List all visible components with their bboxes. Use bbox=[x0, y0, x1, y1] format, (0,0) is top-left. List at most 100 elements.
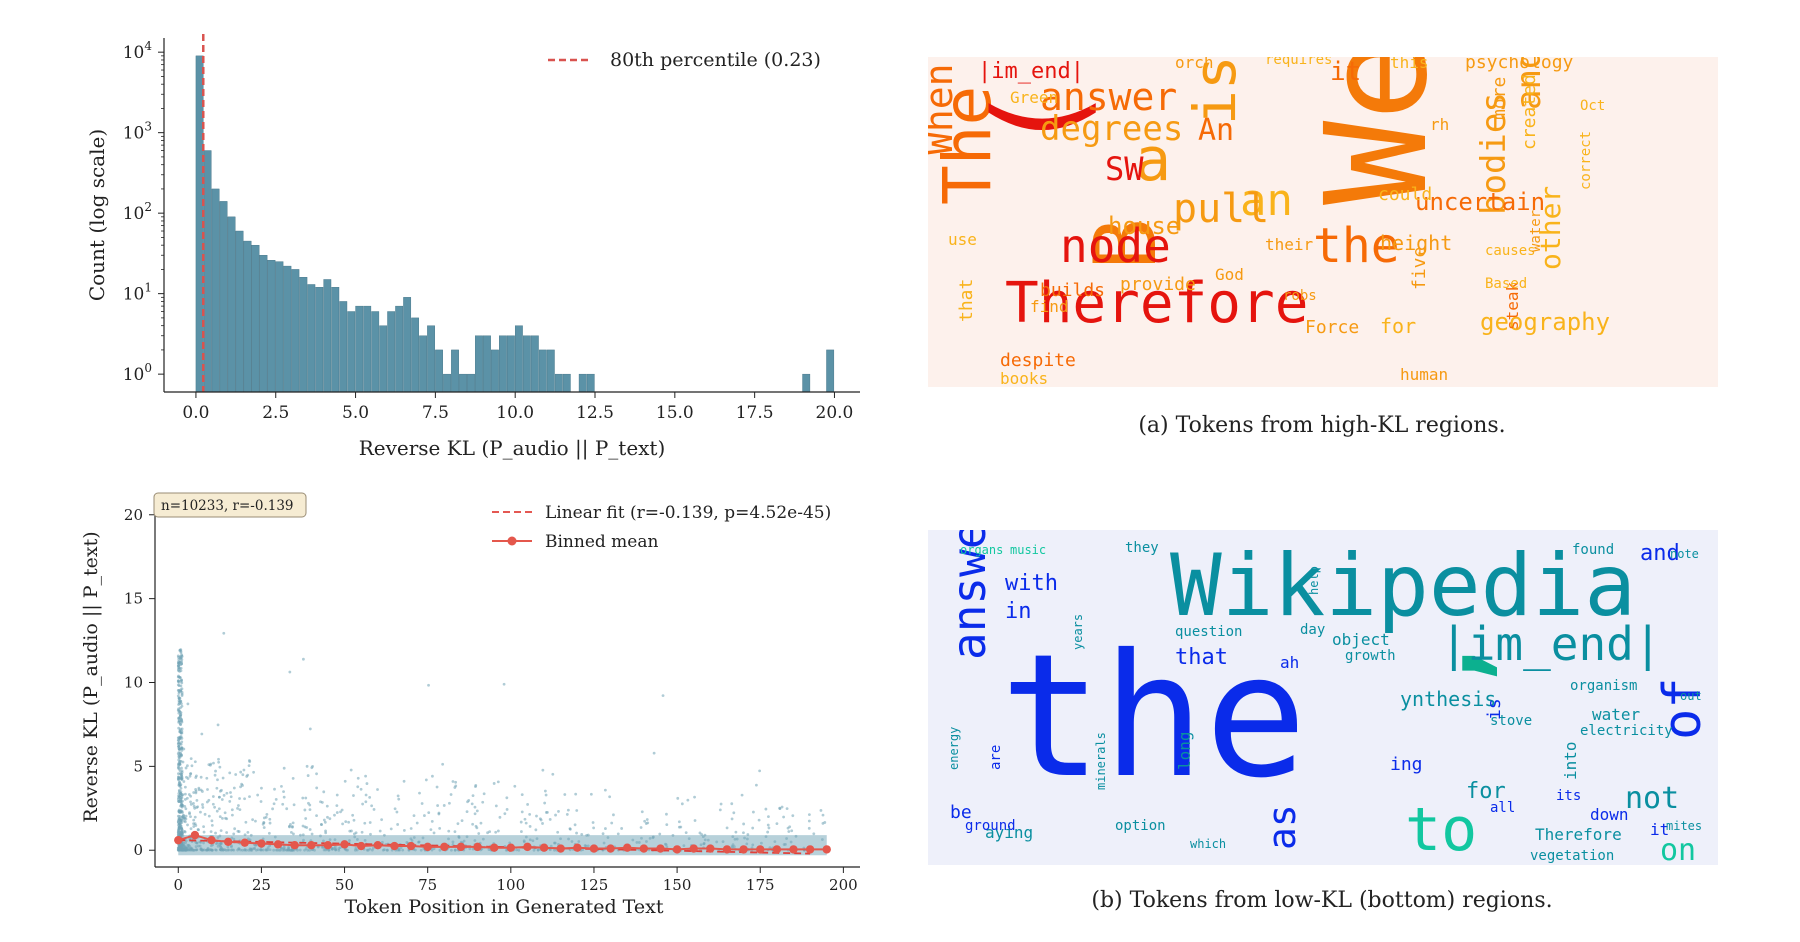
scatter-point bbox=[470, 802, 474, 806]
scatter-point bbox=[177, 758, 181, 762]
wordcloud-word: vegetation bbox=[1530, 848, 1614, 864]
scatter-point bbox=[179, 786, 183, 790]
scatter-point bbox=[180, 827, 184, 831]
scatter-point bbox=[351, 813, 355, 817]
scatter-point bbox=[767, 815, 770, 819]
scatter-point bbox=[203, 812, 207, 816]
scatter-point bbox=[475, 826, 479, 830]
wordcloud-word: ing bbox=[1390, 754, 1423, 775]
scatter-point bbox=[730, 817, 734, 821]
scatter-point bbox=[652, 751, 656, 755]
scatter-point bbox=[320, 801, 324, 804]
scatter-point bbox=[438, 827, 442, 830]
scatter-point bbox=[610, 821, 614, 825]
scatter-point bbox=[180, 796, 184, 800]
scatter-point bbox=[441, 762, 445, 766]
scatter-point bbox=[616, 832, 620, 836]
binned-mean-point bbox=[539, 843, 549, 852]
kl-histogram: 0.0 2.5 5.0 7.5 10.0 12.5 15.0 17.5 20.0 1041031… bbox=[85, 34, 860, 461]
histogram-bar bbox=[491, 349, 499, 393]
wordcloud-word: uncertain bbox=[1415, 188, 1545, 216]
wordcloud-word: height bbox=[1380, 231, 1452, 255]
scatter-point bbox=[432, 831, 436, 835]
scatter-y-tick-label: 10 bbox=[124, 674, 143, 692]
scatter-point bbox=[372, 808, 376, 811]
scatter-point bbox=[378, 829, 382, 833]
histogram-bar bbox=[259, 255, 268, 393]
wordcloud-word: option bbox=[1115, 818, 1166, 834]
scatter-point bbox=[271, 807, 274, 811]
scatter-point bbox=[215, 786, 219, 790]
wordcloud-word: find bbox=[1030, 297, 1069, 316]
scatter-point bbox=[180, 731, 184, 735]
scatter-point bbox=[189, 802, 193, 806]
scatter-point bbox=[217, 807, 221, 811]
scatter-point bbox=[396, 823, 400, 826]
scatter-point bbox=[183, 830, 187, 834]
scatter-point bbox=[449, 793, 453, 796]
scatter-point bbox=[424, 778, 428, 782]
scatter-point bbox=[492, 782, 496, 785]
scatter-points bbox=[176, 631, 827, 856]
scatter-point bbox=[402, 779, 406, 783]
scatter-point bbox=[178, 769, 182, 773]
scatter-point bbox=[230, 813, 234, 817]
scatter-point bbox=[177, 691, 181, 695]
wordcloud-word: answer bbox=[942, 494, 996, 660]
scatter-point bbox=[477, 832, 481, 835]
wordcloud-word: the bbox=[1000, 618, 1307, 816]
scatter-point bbox=[212, 761, 215, 765]
binned-mean-point bbox=[423, 842, 432, 852]
scatter-point bbox=[177, 826, 181, 829]
scatter-point bbox=[210, 819, 214, 823]
binned-mean-point bbox=[207, 835, 216, 845]
wordcloud-word: robs bbox=[1283, 288, 1317, 304]
scatter-point bbox=[180, 832, 184, 835]
scatter-point bbox=[563, 793, 567, 796]
wordcloud-word: degrees bbox=[1040, 109, 1183, 149]
wordcloud-word: it bbox=[1650, 820, 1669, 839]
scatter-point bbox=[573, 823, 577, 827]
scatter-point bbox=[343, 779, 347, 783]
scatter-point bbox=[246, 831, 250, 834]
wordcloud-word: into bbox=[1561, 741, 1580, 780]
hist-y-ticks: 104 103 102 101 100 bbox=[123, 39, 164, 385]
scatter-point bbox=[475, 809, 479, 813]
scatter-point bbox=[177, 748, 181, 751]
scatter-point bbox=[186, 702, 190, 706]
scatter-point bbox=[575, 809, 579, 812]
binned-mean-point bbox=[506, 843, 516, 852]
scatter-point bbox=[289, 823, 292, 826]
scatter-point bbox=[505, 796, 509, 800]
scatter-point bbox=[349, 768, 353, 772]
histogram-bar bbox=[331, 287, 340, 393]
scatter-point bbox=[725, 826, 729, 830]
binned-mean-markers bbox=[174, 830, 831, 854]
scatter-point bbox=[335, 811, 339, 814]
scatter-point bbox=[460, 819, 464, 823]
wordcloud-word: object bbox=[1332, 630, 1390, 649]
scatter-point bbox=[214, 831, 217, 835]
scatter-point bbox=[225, 831, 229, 834]
scatter-point bbox=[177, 799, 180, 803]
binned-mean-point bbox=[606, 844, 615, 853]
scatter-point bbox=[364, 774, 367, 778]
scatter-point bbox=[180, 766, 183, 770]
scatter-point bbox=[339, 810, 342, 814]
scatter-point bbox=[520, 810, 524, 814]
binned-mean-point bbox=[639, 844, 649, 853]
scatter-point bbox=[179, 679, 183, 682]
scatter-x-tick-label: 0 bbox=[174, 876, 184, 894]
scatter-point bbox=[807, 813, 811, 817]
scatter-point bbox=[192, 818, 196, 822]
scatter-point bbox=[199, 775, 203, 779]
scatter-point bbox=[788, 825, 792, 829]
histogram-bar bbox=[538, 349, 547, 393]
scatter-point bbox=[262, 826, 266, 829]
scatter-point bbox=[259, 800, 263, 803]
mean-legend-marker bbox=[507, 536, 517, 546]
scatter-point bbox=[186, 823, 189, 827]
scatter-point bbox=[177, 709, 181, 713]
histogram-bar bbox=[483, 335, 491, 393]
